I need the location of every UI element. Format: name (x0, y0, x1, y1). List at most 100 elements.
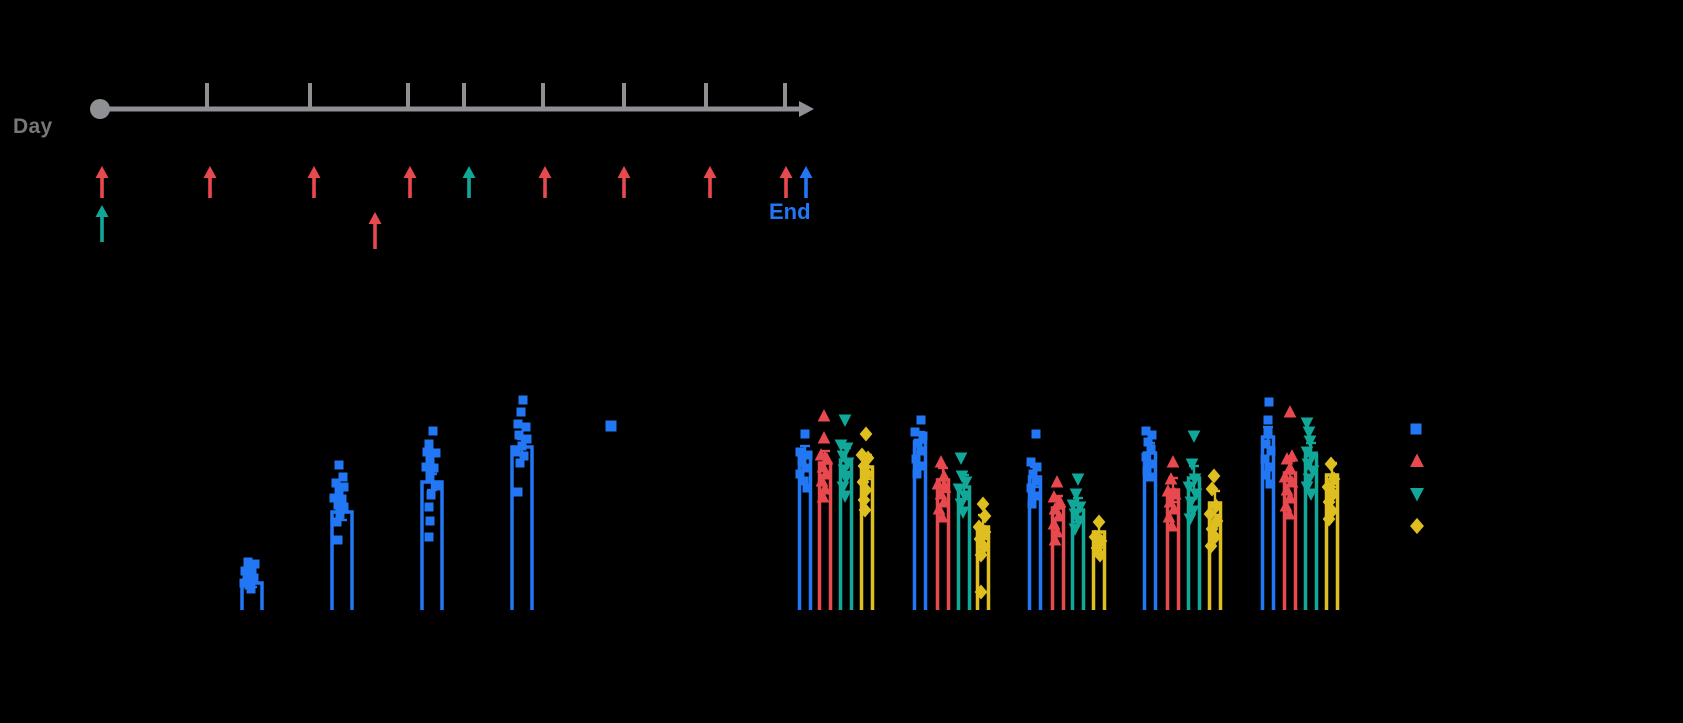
data-point-triangle-up (1283, 491, 1297, 504)
data-point-diamond (976, 496, 990, 512)
event-arrow-red-row1-6 (617, 166, 631, 198)
event-arrow-red-row1-0-head (95, 166, 109, 178)
data-point-triangle-up (1282, 507, 1296, 520)
data-point-triangle-down (840, 442, 854, 455)
right-grouped-bar-chart-group2-bar-teal (952, 452, 973, 610)
data-point-square (513, 419, 523, 429)
data-point-triangle-down (952, 483, 966, 496)
data-point-triangle-up (931, 477, 945, 490)
data-point-square (916, 415, 926, 425)
timeline-end-label: End (769, 199, 811, 224)
data-point-triangle-up (817, 409, 831, 422)
data-point-square (1147, 430, 1157, 440)
event-arrow-red-row1-2-head (307, 166, 321, 178)
data-point-triangle-down (1187, 430, 1201, 443)
data-point-square (335, 509, 345, 519)
data-point-square (249, 573, 259, 583)
event-arrow-red-row1-3 (403, 166, 417, 198)
data-point-triangle-up (1161, 484, 1175, 497)
left-bar-chart-group2-bar-blue (329, 460, 354, 610)
bar-outline (330, 510, 354, 610)
data-point-square (239, 578, 249, 588)
data-point-triangle-down (1186, 505, 1200, 518)
right-grouped-bar-chart-group5-bar-teal (1300, 417, 1320, 610)
event-arrow-blue-row1-9 (799, 166, 813, 198)
data-point-square (1027, 499, 1037, 509)
data-point-triangle-down (837, 464, 851, 477)
data-point-square (1264, 462, 1274, 472)
data-point-triangle-down (1301, 458, 1315, 471)
data-point-triangle-up (1164, 472, 1178, 485)
data-point-square (421, 462, 431, 472)
data-point-square (521, 422, 531, 432)
data-point-square (515, 458, 525, 468)
data-point-square (431, 481, 441, 491)
event-arrow-teal-row1-4-head (462, 166, 476, 178)
event-arrow-red-row2-1-head (368, 212, 382, 224)
data-point-square (522, 434, 532, 444)
right-grouped-bar-chart-group3-bar-teal (1066, 473, 1087, 610)
data-point-square (1141, 452, 1151, 462)
right-grouped-bar-chart-group2-bar-red (931, 455, 952, 610)
data-point-diamond (858, 502, 872, 518)
right-grouped-bar-chart-legend-marker-teal-triangle-down (1410, 488, 1424, 502)
data-point-square (795, 447, 805, 457)
right-grouped-bar-chart-group1-bar-red (814, 409, 834, 610)
data-point-triangle-up (1166, 455, 1180, 468)
data-point-diamond (1209, 498, 1223, 514)
event-arrow-teal-row2-0 (95, 205, 109, 242)
data-point-triangle-down (954, 452, 968, 465)
data-point-triangle-down (1304, 488, 1318, 501)
data-point-triangle-up (1167, 502, 1181, 515)
data-point-triangle-up (817, 431, 831, 444)
right-grouped-bar-chart-group3-bar-red (1047, 475, 1067, 610)
data-point-diamond (978, 508, 992, 524)
data-point-diamond (1207, 468, 1221, 484)
data-point-triangle-down (1073, 501, 1087, 514)
data-point-diamond (857, 492, 871, 508)
data-point-square (426, 490, 436, 500)
left-bar-chart (239, 395, 617, 610)
timeline-day-label: Day (13, 115, 53, 138)
data-point-diamond (1322, 511, 1336, 527)
event-arrow-red-row1-0 (95, 166, 109, 198)
data-point-square (1260, 454, 1270, 464)
right-grouped-bar-chart-group2-bar-blue (910, 415, 928, 610)
data-point-square (337, 494, 347, 504)
data-point-triangle-down (1306, 465, 1320, 478)
data-point-square (1031, 476, 1041, 486)
data-point-square (424, 502, 434, 512)
data-point-triangle-down (836, 450, 850, 463)
right-grouped-bar-chart-group4-bar-teal (1182, 430, 1203, 610)
data-point-square (339, 482, 349, 492)
data-point-square (338, 472, 348, 482)
data-point-square (1026, 483, 1036, 493)
data-point-square (242, 572, 252, 582)
right-grouped-bar-chart-group5-bar-blue (1260, 397, 1276, 610)
event-arrow-red-row1-7-head (703, 166, 717, 178)
data-point-triangle-down (1068, 523, 1082, 536)
data-point-square (1145, 472, 1155, 482)
right-grouped-bar-chart-group3-bar-blue (1026, 429, 1043, 610)
data-point-square (422, 447, 432, 457)
data-point-triangle-down (839, 472, 853, 485)
data-point-triangle-down (1303, 435, 1317, 448)
data-point-square (1141, 426, 1151, 436)
event-arrow-blue-row1-9-head (799, 166, 813, 178)
data-point-diamond (974, 584, 988, 600)
data-point-triangle-down (1300, 417, 1314, 430)
data-point-triangle-up (1165, 519, 1179, 532)
data-point-triangle-up (935, 510, 949, 523)
data-point-square (795, 469, 805, 479)
bar-outline (510, 445, 534, 610)
data-point-triangle-down (959, 476, 973, 489)
data-point-triangle-up (1283, 405, 1297, 418)
data-point-square (333, 535, 343, 545)
data-point-square (916, 446, 926, 456)
data-point-square (913, 438, 923, 448)
data-point-square (513, 487, 523, 497)
data-point-square (1028, 469, 1038, 479)
data-point-square (519, 451, 529, 461)
data-point-diamond (1204, 538, 1218, 554)
data-point-square (329, 493, 339, 503)
